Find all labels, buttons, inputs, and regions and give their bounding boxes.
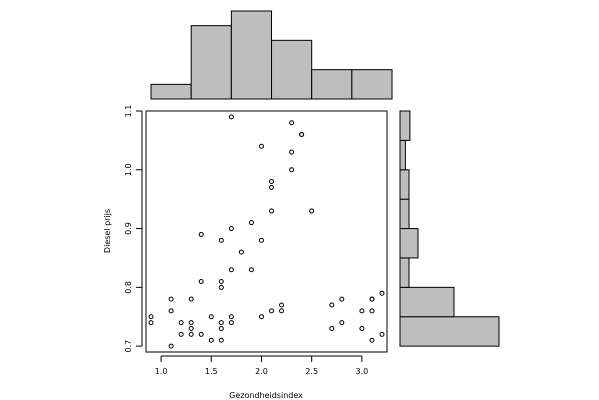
y-axis: 0.7 0.8 0.9 1.0 1.1 — [124, 105, 143, 353]
y-tick-label: 1.0 — [124, 163, 133, 176]
scatter-point — [228, 314, 234, 320]
scatter-point — [258, 143, 264, 149]
scatter-point — [299, 132, 305, 138]
scatter-point — [329, 325, 335, 331]
scatter-point — [188, 331, 194, 337]
scatter-point — [168, 296, 174, 302]
scatter-point — [238, 249, 244, 255]
x-histogram-bar — [271, 39, 313, 100]
scatter-point — [309, 208, 315, 214]
x-tick-label: 2.0 — [255, 367, 268, 376]
scatter-point — [178, 331, 184, 337]
scatter-point — [289, 120, 295, 126]
y-tick-label: 0.9 — [124, 222, 133, 235]
scatter-point — [148, 320, 154, 326]
x-tick-label: 1.0 — [155, 367, 168, 376]
y-histogram-bar — [399, 110, 411, 141]
x-histogram-bar — [190, 25, 232, 100]
plot-frame — [145, 110, 388, 353]
scatter-point — [269, 184, 275, 190]
x-histogram-bar — [311, 69, 353, 100]
x-histogram-bar — [230, 10, 273, 100]
scatter-point — [218, 325, 224, 331]
scatter-point — [369, 337, 375, 343]
scatter-point — [228, 114, 234, 120]
y-histogram-bar — [399, 169, 410, 200]
scatter-point — [188, 325, 194, 331]
x-axis-label: Gezondheidsindex — [229, 391, 303, 400]
scatter-point — [339, 320, 345, 326]
scatter-point — [359, 325, 365, 331]
scatter-point — [359, 308, 365, 314]
x-axis: 1.0 1.5 2.0 2.5 3.0 — [155, 355, 369, 376]
scatter-point — [339, 296, 345, 302]
scatter-point — [168, 308, 174, 314]
scatter-points — [148, 114, 385, 349]
scatter-point — [279, 302, 285, 308]
scatter-point — [188, 296, 194, 302]
right-histogram — [399, 110, 500, 347]
y-axis-label: Diesel prijs — [103, 209, 112, 253]
scatter-point — [228, 267, 234, 273]
scatter-point — [198, 231, 204, 237]
scatter-point — [289, 149, 295, 155]
scatter-point — [258, 237, 264, 243]
scatter-point — [269, 179, 275, 185]
scatter-point — [269, 208, 275, 214]
scatter-point — [208, 314, 214, 320]
scatter-point — [168, 343, 174, 349]
scatter-point — [248, 220, 254, 226]
scatter-point — [369, 296, 375, 302]
scatter-point — [218, 320, 224, 326]
scatter-point — [329, 302, 335, 308]
y-tick-label: 1.1 — [124, 105, 133, 118]
scatter-point — [248, 267, 254, 273]
scatter-point — [379, 290, 385, 296]
scatter-point — [198, 278, 204, 284]
scatter-point — [148, 314, 154, 320]
y-tick-label: 0.7 — [124, 340, 133, 353]
y-histogram-bar — [399, 228, 419, 259]
scatter-point — [218, 278, 224, 284]
scatter-point — [178, 320, 184, 326]
scatter-point — [198, 331, 204, 337]
y-tick-label: 0.8 — [124, 281, 133, 294]
scatter-point — [218, 284, 224, 290]
scatter-point — [279, 308, 285, 314]
y-histogram-bar — [399, 257, 410, 288]
scatter-point — [228, 320, 234, 326]
y-histogram-bar — [399, 316, 500, 347]
scatter-point — [208, 337, 214, 343]
x-tick-label: 3.0 — [356, 367, 369, 376]
scatter-point — [369, 308, 375, 314]
scatter-point — [258, 314, 264, 320]
scatter-point — [269, 308, 275, 314]
x-histogram-bar — [351, 69, 393, 100]
scatter-point — [228, 226, 234, 232]
scatter-point — [218, 237, 224, 243]
y-histogram-bar — [399, 286, 455, 318]
scatter-point — [379, 331, 385, 337]
x-tick-label: 1.5 — [205, 367, 218, 376]
y-histogram-bar — [399, 198, 410, 230]
scatter-point — [289, 167, 295, 173]
scatter-point — [218, 337, 224, 343]
top-histogram — [150, 10, 393, 100]
x-histogram-bar — [150, 83, 192, 100]
y-histogram-bar — [399, 139, 406, 171]
x-tick-label: 2.5 — [305, 367, 318, 376]
scatter-point — [188, 320, 194, 326]
